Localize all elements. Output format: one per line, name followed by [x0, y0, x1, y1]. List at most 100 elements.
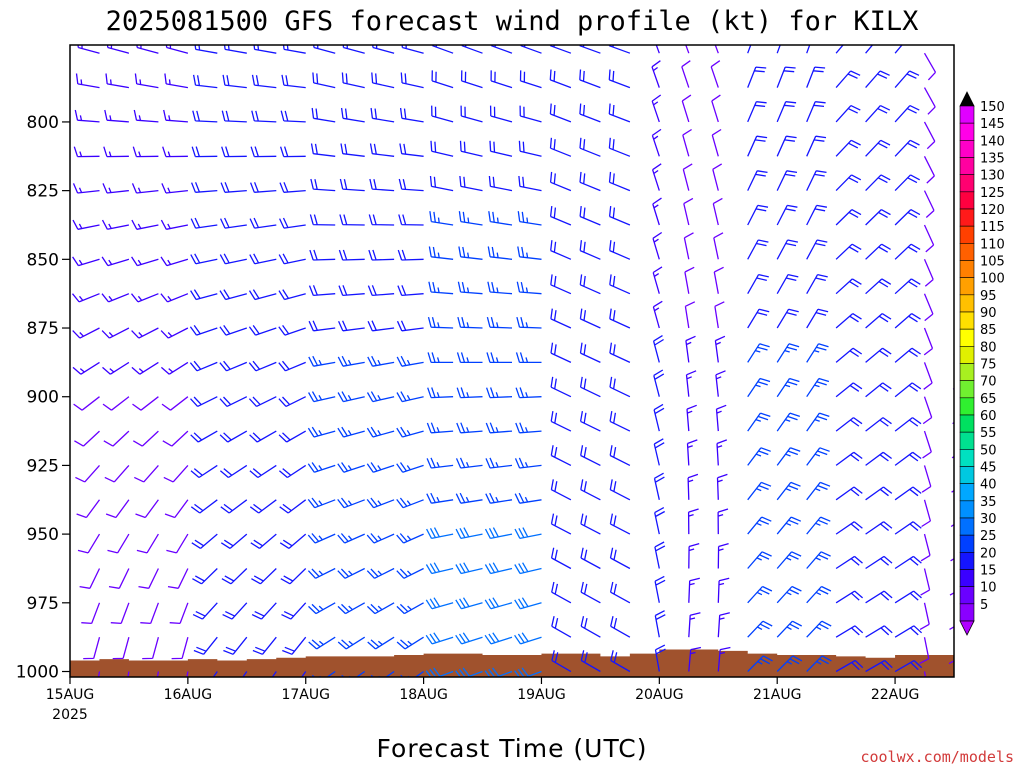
wind-barb	[458, 211, 483, 226]
wind-barb	[279, 217, 306, 229]
wind-barb	[653, 472, 665, 500]
wind-barb	[307, 462, 336, 473]
wind-barb	[484, 667, 513, 677]
colorbar-bottom-arrow	[959, 620, 975, 636]
wind-barb	[248, 396, 277, 407]
wind-barb	[519, 70, 542, 89]
wind-barb	[160, 293, 189, 303]
wind-barb	[221, 110, 247, 123]
wind-barb	[685, 370, 697, 397]
wind-barb	[654, 507, 666, 535]
wind-barb	[806, 273, 828, 295]
wind-barb	[219, 289, 247, 301]
wind-barb	[776, 239, 799, 260]
wind-barb	[455, 457, 483, 469]
wind-barb	[579, 137, 601, 157]
wind-barb	[280, 568, 307, 585]
y-tick-label: 875	[27, 319, 59, 339]
wind-barb	[609, 342, 631, 363]
wind-barb	[308, 320, 336, 332]
wind-barb	[104, 109, 129, 123]
wind-barb	[776, 447, 801, 466]
colorbar-label: 40	[980, 478, 997, 493]
wind-barb	[133, 109, 159, 123]
wind-barb	[608, 69, 631, 89]
wind-barb	[580, 650, 601, 673]
wind-barb	[747, 481, 772, 501]
wind-barb	[399, 107, 424, 123]
wind-barb	[865, 417, 892, 432]
y-tick-label: 850	[27, 250, 59, 270]
wind-barb	[865, 209, 891, 226]
wind-barb	[249, 430, 277, 443]
wind-barb	[70, 362, 71, 364]
wind-barb	[923, 327, 934, 356]
wind-barb	[806, 585, 832, 604]
colorbar-label: 50	[980, 443, 997, 458]
wind-barb	[608, 103, 631, 123]
wind-barb	[190, 289, 218, 301]
wind-barb	[279, 533, 307, 549]
wind-barb	[71, 293, 100, 303]
wind-barb	[806, 481, 831, 501]
wind-barb	[130, 293, 159, 303]
wind-barb	[366, 567, 395, 579]
wind-barb	[72, 361, 100, 375]
wind-barb	[161, 396, 189, 411]
wind-barb	[457, 316, 483, 329]
wind-barb	[219, 325, 248, 336]
wind-barb	[156, 671, 160, 677]
wind-barb	[865, 590, 893, 604]
wind-barb	[342, 45, 365, 54]
wind-barb	[219, 464, 248, 479]
wind-barb	[341, 72, 365, 89]
wind-barb	[651, 163, 662, 191]
wind-barb	[135, 499, 159, 519]
wind-barb	[102, 396, 130, 411]
colorbar-swatch	[959, 449, 975, 467]
x-tick-label: 19AUG	[517, 687, 566, 703]
colorbar-swatch	[959, 534, 975, 553]
wind-barb	[279, 182, 306, 193]
wind-barb	[923, 224, 935, 253]
wind-barb	[549, 69, 572, 89]
wind-barb	[514, 632, 542, 645]
wind-barb	[517, 246, 542, 260]
wind-barb	[101, 256, 130, 267]
wind-barb	[835, 417, 863, 432]
wind-barb	[485, 492, 513, 504]
wind-barb	[580, 547, 601, 570]
wind-barb	[518, 140, 542, 157]
wind-barb	[487, 246, 513, 260]
wind-barb	[747, 620, 773, 638]
wind-barb	[189, 360, 218, 372]
wind-barb	[192, 568, 218, 585]
wind-barb	[219, 360, 248, 372]
wind-barb	[610, 650, 631, 673]
wind-barb	[685, 45, 690, 54]
wind-barb	[242, 671, 248, 677]
wind-barb	[684, 266, 695, 294]
x-tick-label: 17AUG	[281, 687, 330, 703]
wind-barb	[190, 396, 218, 407]
wind-barb	[835, 382, 863, 398]
wind-barb	[279, 146, 306, 158]
wind-barb	[161, 183, 188, 194]
wind-barb	[75, 73, 100, 89]
colorbar-label: 35	[980, 495, 997, 510]
wind-barb	[248, 325, 277, 336]
wind-barb	[652, 300, 663, 329]
colorbar-swatch	[959, 208, 975, 227]
wind-barb	[835, 174, 862, 192]
wind-barb	[219, 253, 247, 265]
wind-barb	[486, 316, 513, 329]
wind-barb	[219, 430, 248, 443]
wind-barb	[923, 190, 935, 218]
wind-barb	[923, 259, 934, 287]
wind-barb	[340, 107, 365, 123]
wind-barb	[776, 66, 796, 88]
colorbar-swatch	[959, 174, 975, 193]
wind-barb	[249, 464, 277, 479]
wind-barb	[339, 214, 365, 226]
wind-barb	[171, 637, 189, 660]
